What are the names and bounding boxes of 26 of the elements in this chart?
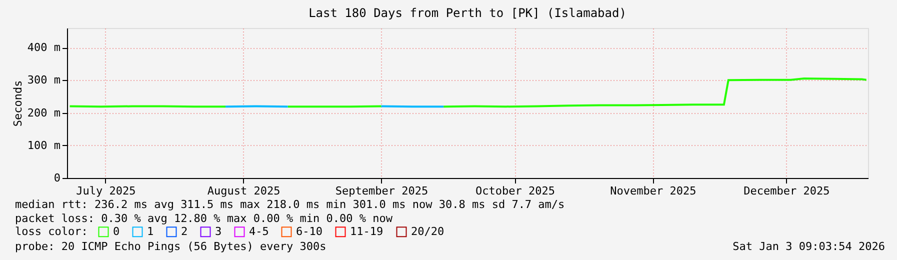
y-tick-label: 300 m <box>27 74 61 87</box>
chart-title: Last 180 Days from Perth to [PK] (Islamabad) <box>308 6 626 20</box>
x-tick-label: September 2025 <box>335 184 428 198</box>
y-tick-label: 200 m <box>27 106 61 120</box>
y-tick-label: 100 m <box>27 138 61 152</box>
legend-label: 0 <box>113 224 120 238</box>
text: Sat Jan 3 09:03:54 2026 <box>732 240 885 253</box>
y-tick-label: 400 m <box>27 41 61 54</box>
legend-label: 3 <box>215 224 222 238</box>
legend-label: 20/20 <box>411 224 444 238</box>
y-tick-label: 0 <box>54 172 60 184</box>
x-tick-label: December 2025 <box>744 184 830 198</box>
x-tick-label: July 2025 <box>76 184 136 198</box>
text: median rtt: 236.2 ms avg 311.5 ms max 218.0 ms min 301.0 ms now 30.8 ms sd 7.7 am/s <box>15 198 565 211</box>
x-tick-label: November 2025 <box>610 184 696 198</box>
legend-title: loss color: <box>15 225 88 238</box>
x-tick-label: October 2025 <box>476 184 556 198</box>
legend-label: 4-5 <box>249 224 269 238</box>
text: packet loss: 0.30 % avg 12.80 % max 0.00 % min 0.00 % now <box>15 212 393 225</box>
legend-label: 1 <box>147 224 154 238</box>
legend-label: 2 <box>181 224 188 238</box>
x-tick-label: August 2025 <box>207 184 280 198</box>
text: probe: 20 ICMP Echo Pings (56 Bytes) every 300s <box>15 240 326 253</box>
legend-label: 11-19 <box>350 224 384 238</box>
legend-label: 6-10 <box>296 224 322 238</box>
y-axis-title: Seconds <box>11 80 24 127</box>
